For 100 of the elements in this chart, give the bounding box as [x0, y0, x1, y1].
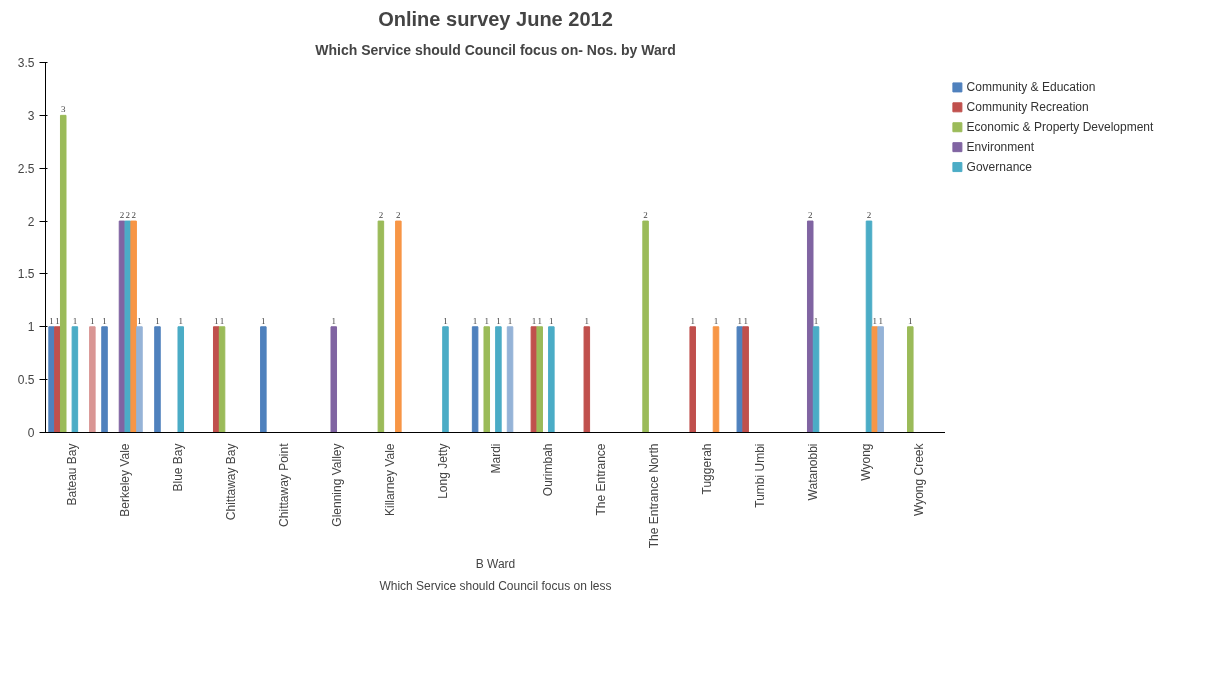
bar: [395, 220, 402, 433]
x-tick-label: Tuggerah: [700, 443, 715, 495]
data-label: 1: [737, 315, 743, 326]
data-label: 1: [484, 315, 490, 326]
bar: [812, 326, 820, 433]
y-tick-label: 1: [27, 320, 35, 335]
bar: [471, 326, 479, 433]
data-label: 1: [219, 315, 225, 326]
data-label: 1: [213, 315, 219, 326]
y-tick-label: 0: [27, 426, 35, 440]
bar: [548, 326, 555, 433]
y-tick-label: 3.5: [17, 56, 35, 70]
data-label: 1: [90, 315, 95, 326]
x-tick-label: Glenning Valley: [329, 443, 344, 527]
data-label: 1: [713, 315, 719, 326]
y-tick-label: 3: [27, 108, 35, 123]
x-tick-label: The Entrance: [594, 443, 609, 516]
data-label: 1: [155, 315, 160, 326]
data-label: 1: [531, 315, 537, 326]
bar: [583, 326, 591, 433]
data-label: 1: [743, 315, 748, 326]
data-label: 2: [866, 210, 872, 221]
data-label: 2: [378, 210, 384, 221]
x-tick-label: Ourimbah: [541, 443, 556, 497]
x-tick-label: Chittaway Point: [276, 442, 291, 527]
y-tick-label: 2.5: [17, 161, 35, 176]
bar: [442, 326, 449, 433]
data-label: 1: [872, 315, 878, 326]
x-tick-label: Mardi: [488, 443, 503, 474]
x-tick-label: Berkeley Vale: [117, 443, 132, 517]
bar: [124, 220, 132, 433]
bar: [101, 326, 108, 433]
x-tick-label: The Entrance North: [647, 443, 662, 549]
data-label: 1: [261, 315, 266, 326]
x-tick-label: Wyong Creek: [912, 442, 927, 517]
bar: [689, 326, 696, 433]
data-label: 1: [496, 315, 501, 326]
bar: [642, 220, 649, 433]
bar: [89, 326, 96, 433]
bar: [330, 326, 338, 433]
bar: [736, 326, 744, 433]
data-label: 1: [813, 315, 819, 326]
chart-title: Online survey June 2012: [378, 7, 613, 30]
bar: [495, 326, 502, 433]
bar: [71, 326, 79, 433]
text: B Ward: [475, 556, 516, 571]
data-label: 1: [55, 315, 60, 326]
x-tick-label: Killarney Vale: [382, 443, 397, 516]
bar: [483, 326, 491, 433]
x-axis-title: Which Service should Council focus on less: [379, 578, 612, 593]
data-label: 2: [643, 210, 648, 221]
data-label: 1: [102, 315, 107, 326]
legend-label: Environment: [966, 140, 1035, 155]
data-label: 1: [178, 315, 184, 326]
data-label: 2: [119, 210, 125, 221]
legend-label: Governance: [966, 160, 1033, 175]
data-label: 2: [396, 210, 401, 221]
data-label: 1: [908, 315, 913, 326]
x-tick-label: Wyong: [859, 443, 874, 481]
x-tick-label: Blue Bay: [170, 443, 185, 492]
data-label: 1: [537, 315, 542, 326]
data-label: 2: [125, 210, 131, 221]
data-label: 1: [72, 315, 78, 326]
data-label: 1: [549, 315, 554, 326]
data-label: 1: [690, 315, 695, 326]
bar: [712, 326, 720, 433]
data-label: 2: [807, 210, 813, 221]
bar: [506, 326, 514, 433]
x-tick-label: Long Jetty: [435, 443, 450, 499]
bar: [59, 114, 67, 433]
legend-label: Community & Education: [966, 80, 1096, 95]
bar: [177, 326, 185, 433]
bar: [877, 326, 884, 433]
data-label: 1: [584, 315, 590, 326]
bar: [154, 326, 161, 433]
legend-label: Economic & Property Development: [966, 120, 1155, 135]
bar: [218, 326, 226, 433]
data-label: 1: [443, 315, 448, 326]
legend-label: Community Recreation: [966, 100, 1089, 115]
data-label: 3: [60, 104, 66, 115]
bar: [54, 326, 61, 433]
chart-subtitle: Which Service should Council focus on- Nos. by Ward: [315, 41, 676, 58]
data-label: 1: [507, 315, 513, 326]
y-tick-label: 0.5: [17, 373, 35, 388]
x-tick-label: Tumbi Umbi: [753, 443, 768, 508]
data-label: 1: [331, 315, 337, 326]
bar: [742, 326, 749, 433]
bar: [212, 326, 220, 433]
data-label: 1: [878, 315, 883, 326]
bar: [530, 326, 538, 433]
x-tick-label: Watanobbi: [806, 443, 821, 501]
bar: [907, 326, 914, 433]
bar: [536, 326, 543, 433]
data-label: 1: [472, 315, 478, 326]
data-label: 1: [49, 315, 54, 326]
data-label: 2: [131, 210, 136, 221]
x-tick-label: Bateau Bay: [64, 443, 79, 506]
bar: [806, 220, 814, 433]
bar: [260, 326, 267, 433]
x-tick-label: Chittaway Bay: [223, 443, 238, 521]
